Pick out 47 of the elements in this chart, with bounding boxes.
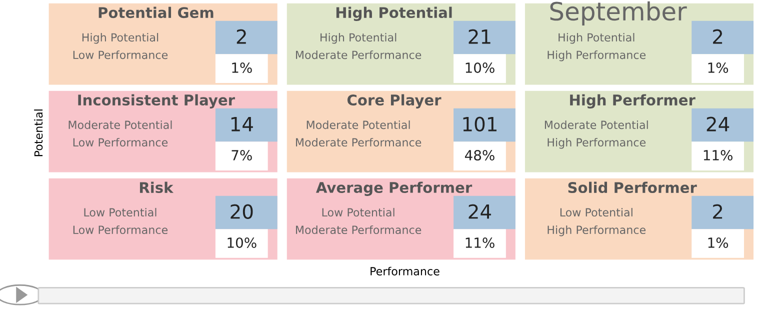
data-label: 2	[236, 29, 246, 44]
annotation: Average Performer	[316, 182, 472, 196]
annotation: Low Potential	[322, 208, 394, 217]
data-label: 21	[468, 29, 490, 44]
data-label: 20	[230, 204, 253, 219]
data-label: 2	[713, 204, 722, 219]
annotation: Risk	[140, 182, 174, 194]
annotation: Moderate Potential	[68, 120, 172, 130]
annotation: Moderate Potential	[306, 120, 410, 130]
annotation: Low Performance	[73, 50, 168, 60]
annotation: High Potential	[336, 6, 452, 21]
annotation: Low Potential	[560, 208, 632, 217]
annotation: Moderate Potential	[544, 120, 648, 130]
annotation: Low Performance	[73, 225, 168, 234]
y-axis-title: Potential	[34, 110, 43, 156]
data-label: 2	[713, 29, 722, 44]
annotation: High Potential	[82, 32, 158, 44]
annotation: High Performance	[548, 138, 646, 149]
annotation: Potential Gem	[98, 6, 214, 18]
annotation: 1%	[708, 237, 728, 248]
annotation: 10%	[466, 62, 494, 74]
annotation: 1%	[232, 62, 252, 74]
annotation: Core Player	[347, 94, 442, 108]
annotation: 11%	[466, 237, 494, 248]
annotation: 48%	[464, 150, 494, 160]
data-label: 24	[468, 204, 492, 219]
annotation: High Performer	[570, 94, 696, 108]
annotation: 1%	[708, 62, 728, 74]
data-label: 14	[231, 117, 253, 132]
annotation: Moderate Performance	[296, 138, 422, 147]
x-axis-title: Performance	[370, 266, 440, 276]
annotation: 10%	[228, 237, 256, 248]
annotation: 7%	[232, 150, 252, 160]
annotation: Solid Performer	[568, 182, 697, 194]
annotation: Low Performance	[73, 138, 168, 147]
annotation: Inconsistent Player	[78, 94, 235, 108]
annotation: 11%	[704, 150, 732, 160]
annotation: Moderate Performance	[296, 50, 422, 60]
annotation: High Performance	[548, 225, 646, 236]
annotation: High Potential	[558, 32, 634, 44]
annotation: High Performance	[548, 50, 646, 62]
annotation: High Potential	[320, 32, 396, 44]
annotation: September	[550, 1, 687, 26]
annotation: Low Potential	[84, 208, 156, 217]
data-label: 101	[463, 116, 496, 132]
data-label: 24	[706, 116, 730, 132]
annotation: Moderate Performance	[296, 225, 422, 234]
